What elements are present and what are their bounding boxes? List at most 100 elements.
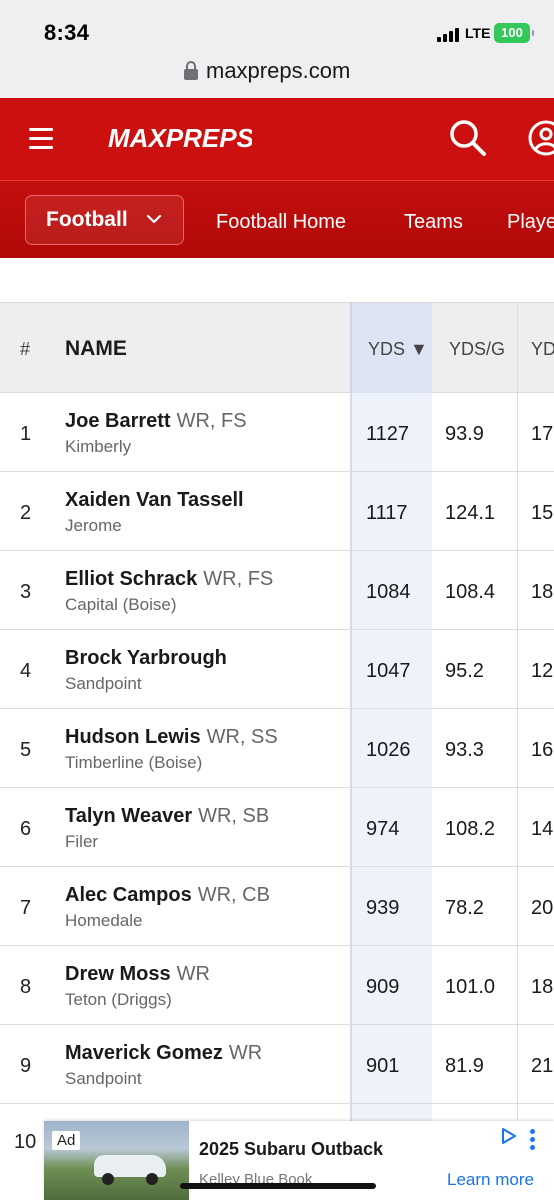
cell-yds: 1117 xyxy=(366,502,408,524)
sport-selector-label: Football xyxy=(46,208,128,231)
player-name[interactable]: Elliot Schrack WR, FS xyxy=(65,568,273,591)
ad-choices-icon[interactable] xyxy=(500,1127,518,1145)
ad-title[interactable]: 2025 Subaru Outback xyxy=(199,1139,384,1159)
hamburger-icon[interactable] xyxy=(29,128,53,149)
cell-yds-per-game: 78.2 xyxy=(445,897,484,919)
player-school[interactable]: Teton (Driggs) xyxy=(65,990,172,1009)
table-row[interactable]: 5 Hudson Lewis WR, SS Timberline (Boise) 102… xyxy=(0,709,554,788)
cell-yds-per-game: 95.2 xyxy=(445,660,484,682)
battery-level: 100 xyxy=(501,25,523,40)
browser-url-bar[interactable]: maxpreps.com xyxy=(0,56,554,98)
cell-next-stat: 17 xyxy=(531,423,554,445)
player-school[interactable]: Homedale xyxy=(65,911,143,930)
cell-yds-per-game: 124.1 xyxy=(445,502,496,524)
player-school[interactable]: Sandpoint xyxy=(65,1069,142,1088)
sport-selector[interactable]: Football xyxy=(25,195,184,245)
player-position: WR, CB xyxy=(197,884,270,906)
player-name[interactable]: Drew Moss WR xyxy=(65,963,210,986)
nav-football-home[interactable]: Football Home xyxy=(216,211,347,233)
table-row[interactable]: 3 Elliot Schrack WR, FS Capital (Boise) 1084… xyxy=(0,551,554,630)
cell-yds: 1026 xyxy=(366,739,411,761)
player-name-text[interactable]: Brock Yarbrough xyxy=(65,647,227,669)
player-name-text[interactable]: Joe Barrett xyxy=(65,410,171,432)
cell-yds: 901 xyxy=(366,1055,400,1077)
maxpreps-logo[interactable]: MAXPREPS xyxy=(106,116,252,160)
row-rank: 3 xyxy=(20,581,32,603)
player-school[interactable]: Timberline (Boise) xyxy=(65,753,203,772)
cell-yds-per-game: 81.9 xyxy=(445,1055,484,1077)
cell-yds: 1084 xyxy=(366,581,411,603)
cell-yds: 1127 xyxy=(366,423,410,445)
row-rank-10: 10 xyxy=(14,1131,37,1153)
table-row[interactable]: 9 Maverick Gomez WR Sandpoint 901 81.9 21 xyxy=(0,1025,554,1104)
table-row[interactable]: 1 Joe Barrett WR, FS Kimberly 1127 93.9 17 xyxy=(0,393,554,472)
player-position: WR, SB xyxy=(198,805,270,827)
cell-next-stat: 16 xyxy=(531,739,554,761)
player-name-text[interactable]: Talyn Weaver xyxy=(65,805,193,827)
player-school[interactable]: Jerome xyxy=(65,516,122,535)
player-name[interactable]: Xaiden Van Tassell xyxy=(65,489,244,512)
cell-next-stat: 15 xyxy=(531,502,554,524)
cell-next-stat: 21 xyxy=(531,1055,554,1077)
player-name[interactable]: Brock Yarbrough xyxy=(65,647,227,670)
url-text[interactable]: maxpreps.com xyxy=(206,58,351,83)
cell-next-stat: 20 xyxy=(531,897,554,919)
header-yds-per-game[interactable]: YDS/G xyxy=(449,339,506,359)
battery-icon: 100 xyxy=(494,23,534,43)
player-name[interactable]: Joe Barrett WR, FS xyxy=(65,410,247,433)
cell-yds-per-game: 93.3 xyxy=(445,739,484,761)
player-position: WR xyxy=(228,1042,263,1064)
player-position: WR xyxy=(176,963,210,985)
cell-yds-per-game: 108.4 xyxy=(445,581,496,603)
row-rank: 4 xyxy=(20,660,32,682)
svg-text:MAXPREPS: MAXPREPS xyxy=(108,123,252,153)
player-position: WR, FS xyxy=(176,410,247,432)
sorted-column-highlight xyxy=(350,303,432,1200)
cell-next-stat: 12 xyxy=(531,660,554,682)
cell-next-stat: 14 xyxy=(531,818,554,840)
chevron-down-icon xyxy=(146,214,162,224)
player-school[interactable]: Sandpoint xyxy=(65,674,142,693)
row-rank: 5 xyxy=(20,739,32,761)
header-yds[interactable]: YDS ▼ xyxy=(368,339,428,359)
table-row[interactable]: 4 Brock Yarbrough Sandpoint 1047 95.2 12 xyxy=(0,630,554,709)
player-name-text[interactable]: Elliot Schrack xyxy=(65,568,198,590)
player-name[interactable]: Alec Campos WR, CB xyxy=(65,884,270,907)
nav-players[interactable]: Playe xyxy=(507,211,554,233)
row-rank: 1 xyxy=(20,423,32,445)
player-name[interactable]: Maverick Gomez WR xyxy=(65,1042,262,1065)
search-icon[interactable] xyxy=(448,118,488,158)
table-row[interactable]: 2 Xaiden Van Tassell Jerome 1117 124.1 15 xyxy=(0,472,554,551)
user-icon[interactable] xyxy=(528,120,554,156)
table-header: # NAME YDS ▼ YDS/G YD xyxy=(0,303,554,393)
nav-teams[interactable]: Teams xyxy=(404,211,463,233)
row-rank: 7 xyxy=(20,897,32,919)
player-name-text[interactable]: Hudson Lewis xyxy=(65,726,201,748)
cell-next-stat: 18 xyxy=(531,976,554,998)
player-name-text[interactable]: Drew Moss xyxy=(65,963,171,985)
player-school[interactable]: Filer xyxy=(65,832,99,851)
table-row[interactable]: 6 Talyn Weaver WR, SB Filer 974 108.2 14 xyxy=(0,788,554,867)
player-name-text[interactable]: Maverick Gomez xyxy=(65,1042,223,1064)
header-next-stat[interactable]: YD xyxy=(531,339,554,359)
status-bar: 8:34 LTE 100 xyxy=(0,0,554,56)
player-school[interactable]: Kimberly xyxy=(65,437,132,456)
header-name[interactable]: NAME xyxy=(65,337,127,360)
player-position: WR, SS xyxy=(206,726,278,748)
cell-yds: 974 xyxy=(366,818,400,840)
ad-image[interactable]: Ad xyxy=(44,1121,189,1200)
home-indicator xyxy=(180,1183,376,1189)
player-name[interactable]: Hudson Lewis WR, SS xyxy=(65,726,278,749)
table-row[interactable]: 7 Alec Campos WR, CB Homedale 939 78.2 20 xyxy=(0,867,554,946)
row-rank: 6 xyxy=(20,818,32,840)
player-school[interactable]: Capital (Boise) xyxy=(65,595,177,614)
cell-yds: 1047 xyxy=(366,660,411,682)
player-name-text[interactable]: Alec Campos xyxy=(65,884,192,906)
row-rank: 9 xyxy=(20,1055,32,1077)
player-name[interactable]: Talyn Weaver WR, SB xyxy=(65,805,269,828)
row-rank: 8 xyxy=(20,976,32,998)
ad-learn-more-button[interactable]: Learn more xyxy=(447,1170,534,1189)
player-name-text[interactable]: Xaiden Van Tassell xyxy=(65,489,244,511)
more-vert-icon[interactable] xyxy=(530,1129,536,1150)
table-row[interactable]: 8 Drew Moss WR Teton (Driggs) 909 101.0 18 xyxy=(0,946,554,1025)
